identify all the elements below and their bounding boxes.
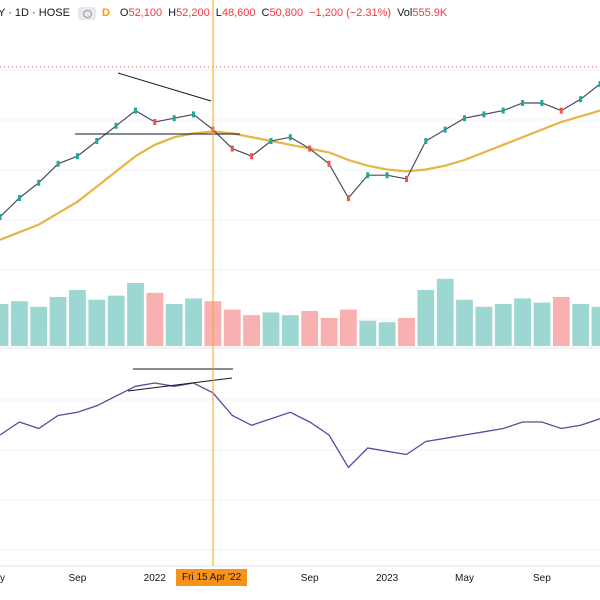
low-value: 48,600 xyxy=(221,7,256,19)
volume-bar xyxy=(456,299,473,346)
volume-bar xyxy=(378,322,396,346)
symbol-label[interactable]: Y · 1D · HOSE xyxy=(0,7,70,19)
volume-bar xyxy=(243,315,260,346)
volume-bar xyxy=(398,318,415,346)
price-point xyxy=(501,107,505,114)
price-line xyxy=(0,83,600,218)
volume-bar xyxy=(572,304,590,346)
price-point xyxy=(308,145,312,152)
price-point xyxy=(250,153,254,160)
grid-lines xyxy=(0,69,600,551)
close-label: C xyxy=(261,7,270,19)
price-point xyxy=(463,115,466,122)
close-value: 50,800 xyxy=(269,7,304,19)
volume-bar xyxy=(107,295,125,346)
change-value: −1,200 (−2.31%) xyxy=(309,7,392,19)
price-point xyxy=(114,122,118,129)
volume-bar xyxy=(127,283,144,346)
x-tick-label: Sep xyxy=(301,573,319,584)
price-point xyxy=(366,172,370,179)
volume-bar xyxy=(49,297,67,346)
volume-bar xyxy=(301,311,319,346)
volume-bar xyxy=(0,304,9,346)
x-tick-label: May xyxy=(455,573,474,584)
price-point xyxy=(559,107,563,114)
price-point xyxy=(482,111,486,118)
price-point xyxy=(153,119,157,125)
price-series xyxy=(0,81,600,220)
price-point xyxy=(230,145,234,152)
price-point xyxy=(37,179,41,186)
price-point xyxy=(579,96,583,103)
time-axis[interactable]: y Sep 2022 Sep 2023 May Sep xyxy=(0,565,600,584)
x-tick-label: 2022 xyxy=(144,573,167,584)
crosshair-date-label: Fri 15 Apr '22 xyxy=(176,569,248,586)
price-point xyxy=(540,100,544,106)
x-tick-label: 2023 xyxy=(376,573,399,584)
volume-bar xyxy=(533,302,551,346)
price-point xyxy=(0,214,2,220)
x-tick-label: Sep xyxy=(533,573,551,584)
interval-badge[interactable]: D xyxy=(101,7,110,19)
price-point xyxy=(56,160,60,167)
volume-label: Vol xyxy=(397,7,413,19)
volume-bar xyxy=(69,290,86,346)
lower-indicator-line xyxy=(0,382,600,469)
price-point xyxy=(327,160,331,167)
price-point xyxy=(521,100,525,106)
volume-bar xyxy=(185,298,202,346)
volume-bars xyxy=(0,278,600,346)
price-point xyxy=(269,138,273,144)
volume-bar xyxy=(262,312,280,346)
volume-bar xyxy=(30,306,48,346)
volume-bar xyxy=(417,290,435,346)
price-point xyxy=(172,115,176,122)
price-point xyxy=(598,81,600,87)
price-point xyxy=(17,195,21,201)
volume-bar xyxy=(11,301,28,346)
eye-icon[interactable] xyxy=(77,6,96,20)
ma-polyline xyxy=(0,109,600,241)
volume-bar xyxy=(359,320,377,346)
volume-bar xyxy=(88,299,106,346)
high-label: H xyxy=(168,7,177,19)
price-point xyxy=(288,134,292,141)
volume-bar xyxy=(340,309,357,346)
volume-bar xyxy=(552,297,570,346)
volume-bar xyxy=(514,298,531,346)
price-point xyxy=(385,172,389,179)
volume-bar xyxy=(165,304,183,346)
volume-bar xyxy=(436,278,454,346)
price-point xyxy=(95,138,99,144)
open-label: O xyxy=(119,7,129,19)
volume-bar xyxy=(475,306,493,346)
volume-bar xyxy=(494,304,512,346)
high-value: 52,200 xyxy=(176,7,210,19)
moving-average-line xyxy=(0,109,600,241)
volume-bar xyxy=(223,309,241,346)
open-value: 52,100 xyxy=(128,7,163,19)
x-tick-label: Sep xyxy=(69,573,87,584)
price-point xyxy=(134,107,137,114)
price-point xyxy=(424,138,428,144)
volume-bar xyxy=(281,315,299,346)
price-point xyxy=(192,111,195,118)
volume-bar xyxy=(146,292,164,346)
price-point xyxy=(405,176,408,182)
legend-header: Y · 1D · HOSE D O 52,100 H 52,200 L 48,600 … xyxy=(0,0,600,26)
lower-indicator-series xyxy=(0,382,600,469)
volume-bar xyxy=(320,318,338,346)
volume-value: 555.9K xyxy=(412,7,448,19)
indicator-trend-lower[interactable] xyxy=(127,377,233,392)
price-point xyxy=(75,153,79,160)
volume-bar xyxy=(591,306,600,346)
trend-lines[interactable] xyxy=(75,72,240,392)
price-point xyxy=(443,126,447,133)
x-tick-label: y xyxy=(0,573,5,584)
low-label: L xyxy=(215,7,222,19)
trend-line-upper[interactable] xyxy=(117,72,212,102)
price-point xyxy=(346,195,350,201)
